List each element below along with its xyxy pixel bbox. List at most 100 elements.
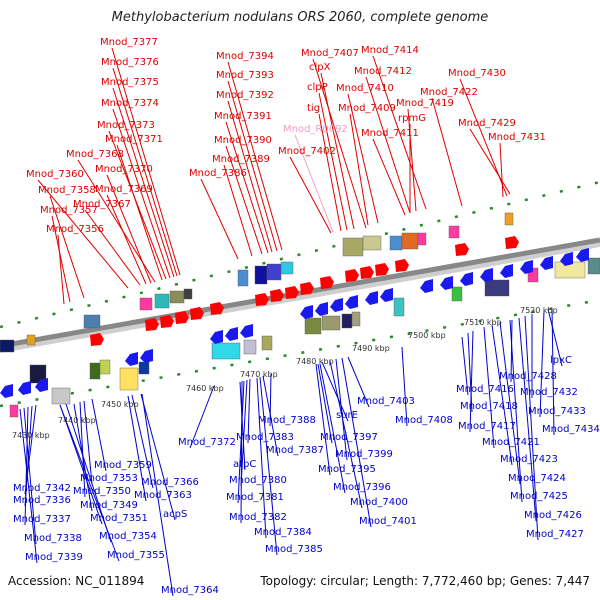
gene-label-mnod-7394[interactable]: Mnod_7394 [216,51,274,62]
forward-gene-arrow[interactable] [190,307,204,320]
gene-label-mnod-7366[interactable]: Mnod_7366 [141,477,199,488]
gene-label-mnod-7386[interactable]: Mnod_7386 [189,168,247,179]
gene-label-mnod-7337[interactable]: Mnod_7337 [13,514,71,525]
gene-label-mnod-7342[interactable]: Mnod_7342 [13,483,71,494]
gene-label-mnod-7358[interactable]: Mnod_7358 [38,185,96,196]
forward-gene-arrow[interactable] [300,282,314,295]
gene-label-mnod-7411[interactable]: Mnod_7411 [361,128,419,139]
gene-block[interactable] [321,315,341,331]
reverse-gene-arrow[interactable] [240,324,253,338]
gene-label-mnod-7385[interactable]: Mnod_7385 [265,544,323,555]
forward-gene-arrow[interactable] [360,266,374,279]
gene-label-mnod-7359[interactable]: Mnod_7359 [94,460,152,471]
gene-block[interactable] [448,225,460,239]
gene-block[interactable] [261,335,273,351]
forward-gene-arrow[interactable] [505,236,519,249]
reverse-gene-arrow[interactable] [500,264,513,278]
gene-label-clpx[interactable]: clpX [309,62,331,73]
forward-gene-arrow[interactable] [320,276,334,289]
gene-block[interactable] [304,317,322,335]
reverse-gene-arrow[interactable] [18,381,31,395]
reverse-gene-arrow[interactable] [520,260,533,274]
gene-label-mnod-7392[interactable]: Mnod_7392 [216,90,274,101]
gene-label-mnod-7381[interactable]: Mnod_7381 [226,492,284,503]
gene-block[interactable] [51,387,71,405]
gene-label-mnod-7432[interactable]: Mnod_7432 [520,387,578,398]
gene-label-mnod-7421[interactable]: Mnod_7421 [482,437,540,448]
gene-block[interactable] [484,279,510,297]
forward-gene-arrow[interactable] [375,263,389,276]
gene-label-mnod-7418[interactable]: Mnod_7418 [460,401,518,412]
forward-gene-arrow[interactable] [145,318,159,331]
gene-label-mnod-7433[interactable]: Mnod_7433 [528,406,586,417]
reverse-gene-arrow[interactable] [140,349,153,363]
gene-block[interactable] [362,235,382,251]
reverse-gene-arrow[interactable] [315,302,328,316]
forward-gene-arrow[interactable] [270,289,284,302]
gene-label-mnod-7351[interactable]: Mnod_7351 [90,513,148,524]
reverse-gene-arrow[interactable] [576,248,589,262]
forward-gene-arrow[interactable] [255,293,269,306]
gene-label-mnod-7414[interactable]: Mnod_7414 [361,45,419,56]
gene-block[interactable] [169,290,185,304]
gene-label-mnod-7399[interactable]: Mnod_7399 [335,449,393,460]
gene-label-mnod-7383[interactable]: Mnod_7383 [236,432,294,443]
gene-label-mnod-7354[interactable]: Mnod_7354 [99,531,157,542]
gene-label-mnod-7403[interactable]: Mnod_7403 [357,396,415,407]
gene-block[interactable] [138,361,150,375]
gene-block[interactable] [89,362,101,380]
gene-block[interactable] [0,339,15,353]
reverse-gene-arrow[interactable] [125,352,138,366]
gene-block[interactable] [504,212,514,226]
gene-block[interactable] [351,311,361,327]
gene-label-mnod-7388[interactable]: Mnod_7388 [258,415,316,426]
gene-block[interactable] [254,265,268,285]
gene-label-mnod-7357[interactable]: Mnod_7357 [40,205,98,216]
forward-gene-arrow[interactable] [90,333,104,346]
gene-block[interactable] [9,404,19,418]
gene-label-mnod-7402[interactable]: Mnod_7402 [278,146,336,157]
gene-label-mnod-7391[interactable]: Mnod_7391 [214,111,272,122]
reverse-gene-arrow[interactable] [300,305,313,319]
gene-label-mnod-7336[interactable]: Mnod_7336 [13,495,71,506]
gene-label-mnod-7416[interactable]: Mnod_7416 [456,384,514,395]
gene-block[interactable] [26,334,36,346]
gene-block[interactable] [139,297,153,311]
gene-label-mnod-7422[interactable]: Mnod_7422 [420,87,478,98]
gene-label-mnod-7396[interactable]: Mnod_7396 [333,482,391,493]
gene-label-rpmg[interactable]: rpmG [398,113,426,124]
gene-block[interactable] [237,269,249,287]
gene-label-mnod-7355[interactable]: Mnod_7355 [107,550,165,561]
forward-gene-arrow[interactable] [160,315,174,328]
reverse-gene-arrow[interactable] [540,256,553,270]
gene-block[interactable] [389,235,403,251]
reverse-gene-arrow[interactable] [480,268,493,282]
gene-label-mnod-7430[interactable]: Mnod_7430 [448,68,506,79]
gene-label-mnod-7374[interactable]: Mnod_7374 [101,98,159,109]
reverse-gene-arrow[interactable] [440,276,453,290]
forward-gene-arrow[interactable] [395,259,409,272]
gene-label-mnod-7390[interactable]: Mnod_7390 [214,135,272,146]
gene-block[interactable] [341,313,353,329]
gene-label-atpc[interactable]: atpC [233,459,256,470]
gene-label-mnod-7412[interactable]: Mnod_7412 [354,66,412,77]
gene-label-mnod-r0092[interactable]: Mnod_R0092 [283,124,348,135]
gene-block[interactable] [451,286,463,302]
gene-label-mnod-7364[interactable]: Mnod_7364 [161,585,219,596]
reverse-gene-arrow[interactable] [420,279,433,293]
forward-gene-arrow[interactable] [175,311,189,324]
gene-label-mnod-7424[interactable]: Mnod_7424 [508,473,566,484]
gene-label-mnod-7423[interactable]: Mnod_7423 [500,454,558,465]
reverse-gene-arrow[interactable] [225,327,238,341]
gene-label-mnod-7353[interactable]: Mnod_7353 [80,473,138,484]
forward-gene-arrow[interactable] [345,269,359,282]
gene-label-mnod-7349[interactable]: Mnod_7349 [80,500,138,511]
gene-label-mnod-7369[interactable]: Mnod_7369 [95,184,153,195]
gene-label-mnod-7434[interactable]: Mnod_7434 [542,424,600,435]
gene-label-mnod-7427[interactable]: Mnod_7427 [526,529,584,540]
gene-label-mnod-7393[interactable]: Mnod_7393 [216,70,274,81]
gene-label-mnod-7419[interactable]: Mnod_7419 [396,98,454,109]
gene-block[interactable] [342,237,364,257]
gene-label-mnod-7429[interactable]: Mnod_7429 [458,118,516,129]
gene-label-mnod-7350[interactable]: Mnod_7350 [73,486,131,497]
